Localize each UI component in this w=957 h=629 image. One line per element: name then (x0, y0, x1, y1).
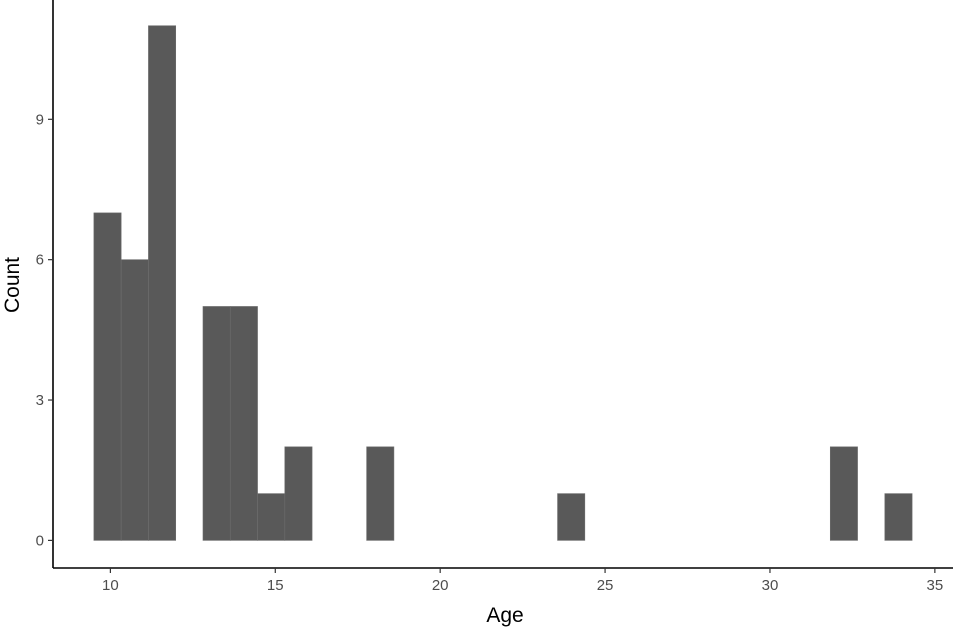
x-axis-title: Age (486, 604, 523, 627)
x-tick-label: 15 (267, 577, 284, 594)
y-tick-label: 6 (36, 252, 44, 269)
histogram-bar-5 (257, 493, 286, 541)
histogram-bar-10 (884, 493, 913, 541)
x-tick-label: 10 (102, 577, 119, 594)
y-tick-label: 3 (36, 392, 44, 409)
x-tick-label: 25 (597, 577, 614, 594)
y-tick-label: 0 (36, 532, 44, 549)
histogram-bar-7 (366, 446, 395, 541)
histogram-bar-6 (284, 446, 313, 541)
y-axis-title: Count (1, 257, 24, 313)
histogram-bar-4 (229, 306, 258, 541)
y-ticks-group: 0 3 6 9 (36, 111, 53, 549)
bars-group (93, 25, 913, 541)
histogram-bar-1 (120, 259, 149, 541)
histogram-bar-3 (202, 306, 231, 541)
histogram-bar-8 (557, 493, 586, 541)
histogram-bar-2 (148, 25, 177, 541)
x-tick-label: 20 (432, 577, 449, 594)
histogram-bar-9 (829, 446, 858, 541)
y-tick-label: 9 (36, 111, 44, 128)
histogram-bar-0 (93, 212, 122, 541)
x-tick-label: 30 (762, 577, 779, 594)
x-tick-label: 35 (927, 577, 944, 594)
x-ticks-group: 10 15 20 25 30 35 (102, 568, 943, 594)
